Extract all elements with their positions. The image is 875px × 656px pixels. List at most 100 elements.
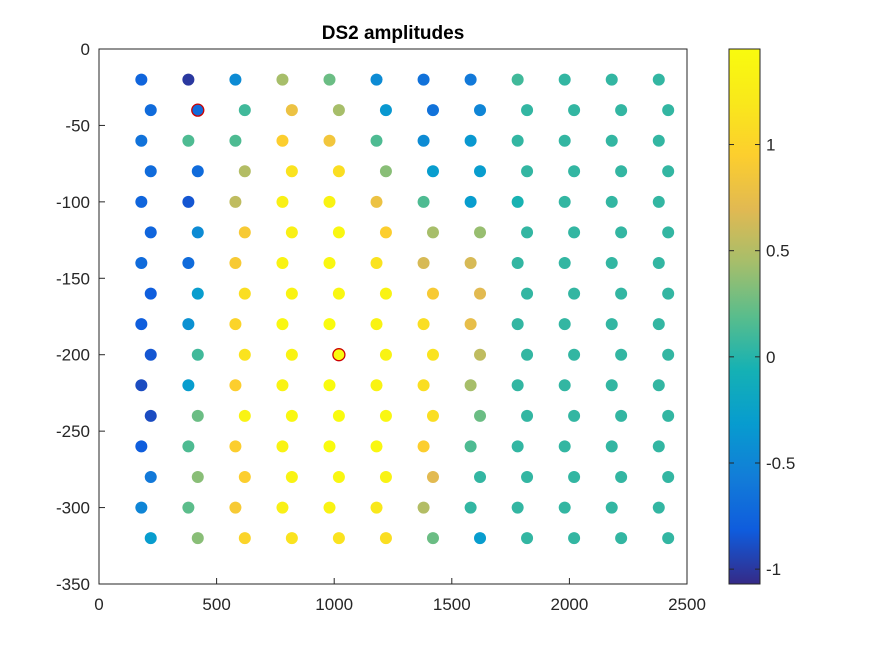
data-point [238, 471, 251, 483]
data-point [276, 440, 289, 453]
data-point [417, 257, 430, 269]
data-point [474, 532, 487, 545]
y-tick-label: -100 [56, 193, 90, 212]
data-point [521, 287, 534, 300]
data-point [135, 134, 148, 147]
data-point [615, 226, 628, 239]
data-point [370, 73, 383, 86]
data-point [568, 165, 581, 178]
data-point [615, 165, 628, 178]
data-point [605, 73, 618, 86]
data-point [464, 195, 477, 208]
y-tick-label: -50 [65, 116, 90, 135]
y-tick-label: 0 [81, 40, 90, 59]
colorbar-tick-label: 1 [766, 136, 775, 155]
y-tick-label: -350 [56, 575, 90, 594]
axes-box [98, 48, 688, 585]
data-point [182, 440, 195, 453]
data-point [229, 257, 242, 269]
data-point [285, 287, 298, 300]
data-point [229, 379, 242, 392]
data-point [182, 73, 195, 86]
data-point [370, 257, 383, 269]
data-point [558, 379, 571, 392]
data-point [144, 471, 157, 483]
data-point [144, 104, 157, 117]
data-point [276, 318, 289, 331]
data-point [370, 195, 383, 208]
data-point [511, 318, 524, 331]
data-point [276, 257, 289, 269]
data-point [135, 379, 148, 392]
data-point [568, 226, 581, 239]
data-point [332, 226, 345, 239]
x-tick-label: 1000 [315, 595, 353, 614]
data-point [521, 348, 534, 361]
data-point [182, 195, 195, 208]
data-point [511, 440, 524, 453]
data-point [521, 471, 534, 483]
data-point [652, 257, 665, 269]
data-point [144, 409, 157, 422]
data-point [276, 379, 289, 392]
data-point [182, 134, 195, 147]
data-point [605, 195, 618, 208]
data-point [662, 471, 675, 483]
data-point [426, 409, 439, 422]
data-point [426, 471, 439, 483]
data-point [182, 501, 195, 514]
data-point [426, 287, 439, 300]
data-point [379, 226, 392, 239]
data-point [285, 348, 298, 361]
y-axis: 0 -50 -100 -150 -200 -250 -300 -350 [56, 40, 105, 594]
data-point [605, 440, 618, 453]
data-point [238, 532, 251, 545]
data-point [332, 471, 345, 483]
data-point [652, 195, 665, 208]
data-point [511, 379, 524, 392]
data-point [370, 134, 383, 147]
data-point [417, 134, 430, 147]
data-point [229, 440, 242, 453]
data-point [558, 440, 571, 453]
highlighted-point [191, 103, 205, 117]
data-point [379, 409, 392, 422]
data-point [379, 532, 392, 545]
data-point [464, 134, 477, 147]
data-point [135, 318, 148, 331]
data-point [285, 104, 298, 117]
data-point [135, 501, 148, 514]
data-point [464, 318, 477, 331]
data-point [474, 104, 487, 117]
chart-title: DS2 amplitudes [322, 23, 465, 44]
data-point [662, 409, 675, 422]
data-point [558, 195, 571, 208]
data-point [191, 348, 204, 361]
data-point [276, 73, 289, 86]
data-point [417, 73, 430, 86]
data-point [511, 73, 524, 86]
data-point [426, 348, 439, 361]
x-axis: 0 500 1000 1500 2000 2500 [94, 578, 706, 614]
data-point [370, 440, 383, 453]
data-point [464, 440, 477, 453]
data-point [191, 226, 204, 239]
colorbar-ticks: 1 0.5 0 -0.5 -1 [729, 136, 795, 579]
y-tick-label: -200 [56, 346, 90, 365]
y-tick-label: -250 [56, 422, 90, 441]
data-point [417, 379, 430, 392]
data-point [276, 501, 289, 514]
data-point [521, 409, 534, 422]
data-point [521, 104, 534, 117]
data-point [662, 104, 675, 117]
data-point [285, 532, 298, 545]
data-point [285, 226, 298, 239]
data-point [474, 471, 487, 483]
x-tick-label: 0 [94, 595, 103, 614]
data-point [652, 134, 665, 147]
data-point [379, 471, 392, 483]
colorbar-tick-label: 0 [766, 348, 775, 367]
data-point [662, 348, 675, 361]
